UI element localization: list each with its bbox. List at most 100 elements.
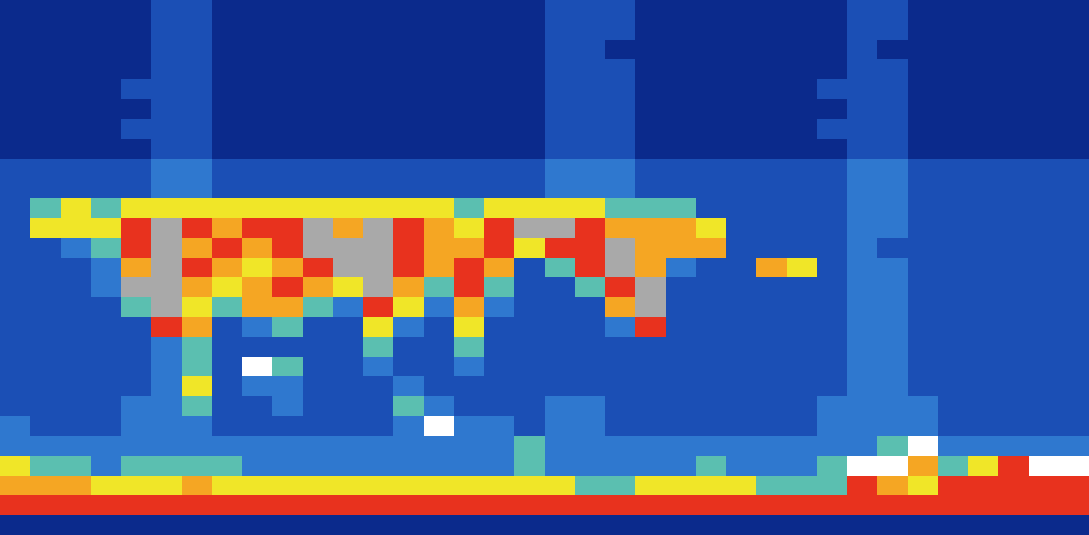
- cell: [817, 139, 848, 159]
- cell: [424, 119, 455, 139]
- cell: [91, 258, 122, 278]
- cell: [635, 40, 666, 60]
- cell: [363, 139, 394, 159]
- cell: [212, 0, 243, 20]
- cell: [1029, 515, 1060, 535]
- cell: [545, 476, 576, 496]
- cell: [1029, 178, 1060, 198]
- cell: [605, 258, 636, 278]
- cell: [182, 218, 213, 238]
- cell: [363, 218, 394, 238]
- cell: [605, 119, 636, 139]
- cell: [605, 139, 636, 159]
- cell: [514, 59, 545, 79]
- cell: [454, 79, 485, 99]
- cell: [998, 376, 1029, 396]
- cell: [30, 277, 61, 297]
- cell: [666, 20, 697, 40]
- cell: [1059, 277, 1089, 297]
- cell: [847, 297, 878, 317]
- cell: [968, 258, 999, 278]
- cell: [303, 20, 334, 40]
- cell: [968, 436, 999, 456]
- cell: [0, 0, 31, 20]
- cell: [545, 99, 576, 119]
- cell: [847, 59, 878, 79]
- cell: [484, 436, 515, 456]
- cell: [1029, 396, 1060, 416]
- cell: [333, 238, 364, 258]
- cell: [61, 357, 92, 377]
- cell: [272, 297, 303, 317]
- cell: [242, 238, 273, 258]
- cell: [726, 495, 757, 515]
- cell: [998, 258, 1029, 278]
- cell: [817, 79, 848, 99]
- cell: [272, 20, 303, 40]
- cell: [393, 258, 424, 278]
- cell: [393, 0, 424, 20]
- cell: [968, 317, 999, 337]
- cell: [0, 416, 31, 436]
- cell: [393, 139, 424, 159]
- cell: [333, 119, 364, 139]
- cell: [363, 0, 394, 20]
- cell: [484, 40, 515, 60]
- cell: [30, 297, 61, 317]
- cell: [393, 218, 424, 238]
- cell: [333, 495, 364, 515]
- cell: [726, 159, 757, 179]
- cell: [30, 337, 61, 357]
- cell: [151, 40, 182, 60]
- cell: [575, 20, 606, 40]
- cell: [545, 357, 576, 377]
- cell: [91, 317, 122, 337]
- cell: [908, 218, 939, 238]
- cell: [61, 456, 92, 476]
- cell: [938, 159, 969, 179]
- cell: [151, 59, 182, 79]
- cell: [908, 317, 939, 337]
- cell: [968, 456, 999, 476]
- cell: [908, 59, 939, 79]
- cell: [242, 40, 273, 60]
- cell: [666, 297, 697, 317]
- cell: [545, 218, 576, 238]
- cell: [121, 337, 152, 357]
- cell: [787, 139, 818, 159]
- cell: [998, 59, 1029, 79]
- cell: [212, 376, 243, 396]
- cell: [635, 495, 666, 515]
- cell: [151, 119, 182, 139]
- cell: [454, 20, 485, 40]
- cell: [756, 59, 787, 79]
- cell: [998, 277, 1029, 297]
- cell: [998, 79, 1029, 99]
- cell: [61, 238, 92, 258]
- cell: [303, 99, 334, 119]
- cell: [605, 99, 636, 119]
- cell: [393, 277, 424, 297]
- cell: [212, 337, 243, 357]
- cell: [212, 218, 243, 238]
- cell: [333, 258, 364, 278]
- cell: [696, 178, 727, 198]
- cell: [998, 456, 1029, 476]
- cell: [575, 357, 606, 377]
- cell: [61, 476, 92, 496]
- cell: [151, 178, 182, 198]
- cell: [242, 456, 273, 476]
- cell: [363, 258, 394, 278]
- cell: [393, 159, 424, 179]
- cell: [484, 218, 515, 238]
- cell: [424, 476, 455, 496]
- cell: [605, 416, 636, 436]
- cell: [787, 476, 818, 496]
- cell: [363, 476, 394, 496]
- cell: [514, 79, 545, 99]
- cell: [151, 436, 182, 456]
- cell: [847, 396, 878, 416]
- cell: [91, 198, 122, 218]
- cell: [635, 297, 666, 317]
- cell: [998, 139, 1029, 159]
